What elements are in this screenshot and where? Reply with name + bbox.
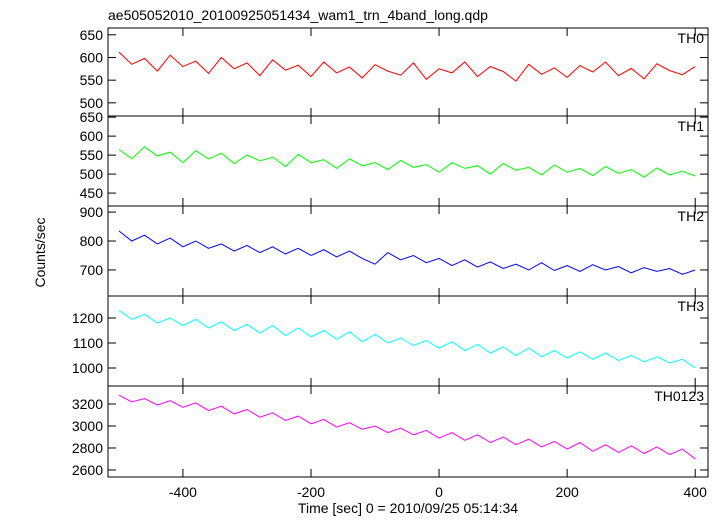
y-tick-label: 2800	[72, 440, 103, 456]
x-tick-label: -400	[169, 484, 197, 500]
y-tick-label: 2600	[72, 462, 103, 478]
y-tick-label: 450	[80, 185, 104, 201]
y-tick-label: 600	[80, 49, 104, 65]
y-tick-label: 600	[80, 128, 104, 144]
x-tick-label: 200	[555, 484, 579, 500]
panel-frame	[107, 385, 709, 478]
series-label: TH2	[678, 208, 705, 224]
data-line	[118, 146, 696, 178]
x-tick-label: 400	[684, 484, 708, 500]
y-tick-label: 650	[80, 27, 104, 43]
data-line	[118, 230, 696, 275]
panel-frame	[107, 27, 709, 117]
x-axis-label: Time [sec] 0 = 2010/09/25 05:14:34	[298, 500, 518, 516]
y-tick-label: 800	[80, 233, 104, 249]
data-line	[118, 51, 696, 82]
y-tick-label: 900	[80, 204, 104, 220]
x-tick-label: -200	[297, 484, 325, 500]
panel-frame	[107, 295, 709, 387]
y-axis-label: Counts/sec	[32, 217, 48, 287]
y-tick-label: 3200	[72, 396, 103, 412]
data-line	[118, 310, 696, 369]
series-label: TH0	[678, 30, 705, 46]
y-tick-label: 700	[80, 262, 104, 278]
series-label: TH1	[678, 118, 705, 134]
y-tick-label: 3000	[72, 418, 103, 434]
y-tick-label: 1000	[72, 360, 103, 376]
y-tick-label: 550	[80, 147, 104, 163]
y-tick-label: 1200	[72, 310, 103, 326]
panel-frame	[107, 115, 709, 207]
panel-frame	[107, 205, 709, 297]
y-tick-label: 650	[80, 109, 104, 125]
x-tick-label: 0	[435, 484, 443, 500]
series-label: TH3	[678, 298, 705, 314]
y-tick-label: 500	[80, 166, 104, 182]
y-tick-label: 550	[80, 72, 104, 88]
data-line	[118, 394, 696, 460]
y-tick-label: 500	[80, 95, 104, 111]
series-label: TH0123	[654, 388, 704, 404]
chart-title: ae505052010_20100925051434_wam1_trn_4ban…	[108, 7, 488, 23]
y-tick-label: 1100	[73, 335, 103, 351]
